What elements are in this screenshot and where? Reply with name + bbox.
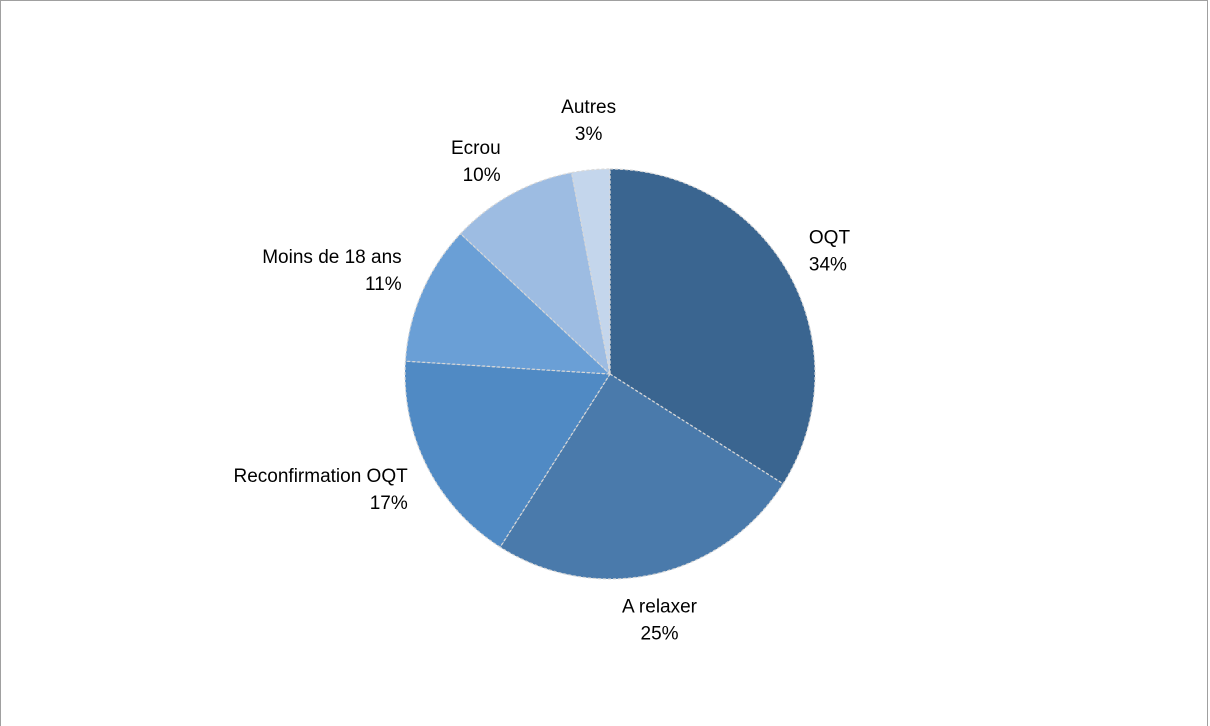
slice-value-label: 10% — [463, 165, 501, 186]
slice-label: Ecrou — [451, 138, 501, 159]
slice-label: OQT — [809, 228, 851, 249]
pie-slice — [499, 373, 784, 580]
pie-slice — [404, 360, 612, 548]
slice-label: Reconfirmation OQT — [234, 466, 409, 487]
slice-value-label: 25% — [641, 624, 679, 645]
pie-slice — [609, 168, 816, 485]
slice-value-label: 34% — [809, 255, 847, 276]
pie-slice — [404, 232, 612, 375]
slice-label: Moins de 18 ans — [262, 247, 401, 268]
pie-slice — [570, 168, 611, 375]
slice-value-label: 11% — [365, 274, 402, 295]
slice-label: Autres — [561, 97, 616, 118]
slice-value-label: 17% — [370, 493, 408, 514]
slice-value-label: 3% — [575, 124, 603, 145]
slice-label: A relaxer — [622, 597, 698, 618]
pie-slice — [459, 171, 611, 376]
